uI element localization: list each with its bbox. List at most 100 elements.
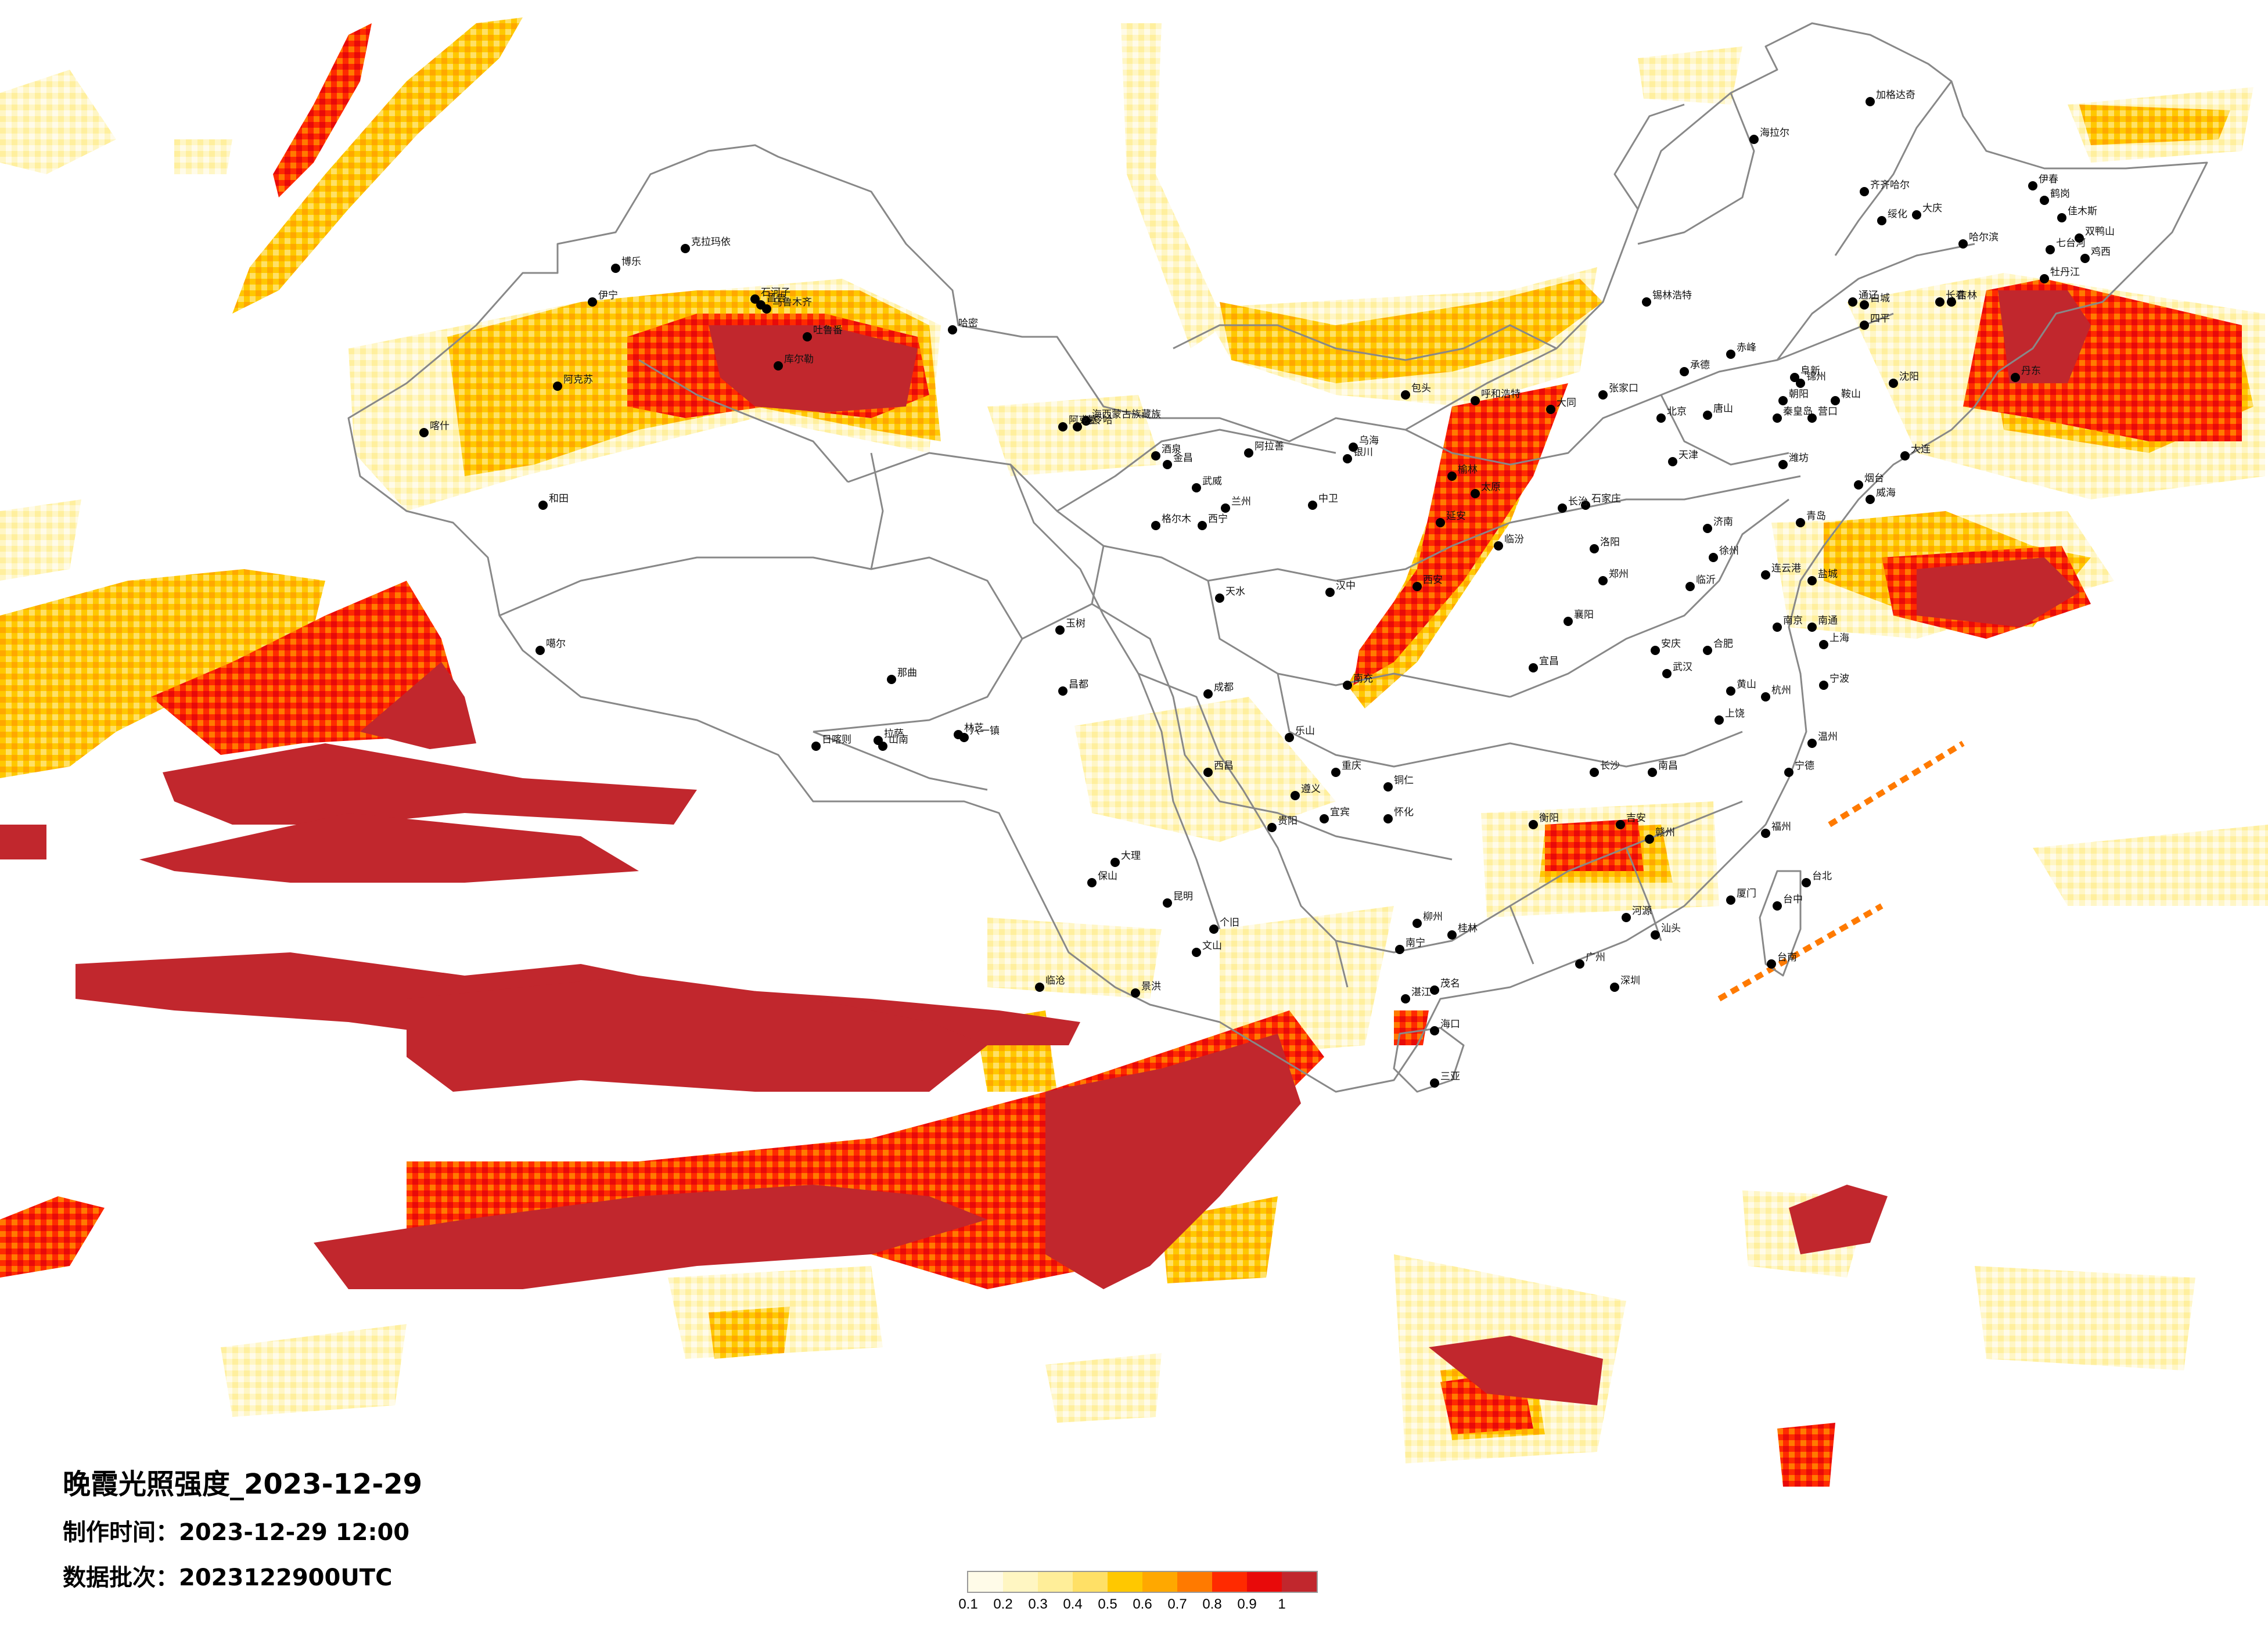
city-label: 汉中: [1336, 580, 1356, 592]
city-label: 杭州: [1771, 685, 1791, 696]
city-label: 台北: [1812, 870, 1832, 882]
city-label: 吉安: [1626, 812, 1646, 824]
city-label: 广州: [1586, 952, 1605, 963]
city-dot: [1151, 521, 1160, 530]
data-batch-label: 数据批次：: [63, 1564, 179, 1591]
city-label: 山南: [889, 734, 908, 746]
city-label: 四平: [1870, 313, 1890, 325]
intensity-field: [0, 17, 2268, 1487]
data-batch-value: 2023122900UTC: [179, 1564, 393, 1591]
city-label: 武汉: [1673, 661, 1692, 673]
city-dot: [1912, 210, 1921, 220]
city-label: 洛阳: [1600, 537, 1620, 548]
city-label: 乐山: [1295, 725, 1315, 737]
city-dot: [1267, 823, 1277, 832]
data-batch: 数据批次：2023122900UTC: [63, 1563, 422, 1592]
city-dot: [774, 361, 783, 370]
city-label: 大庆: [1922, 203, 1942, 214]
city-dot: [1889, 379, 1898, 388]
city-label: 海口: [1440, 1019, 1460, 1030]
city-label: 连云港: [1771, 563, 1801, 574]
city-label: 营口: [1818, 406, 1838, 418]
city-dot: [1546, 405, 1555, 414]
city-dot: [1035, 983, 1044, 992]
city-dot: [1447, 930, 1457, 940]
city-dot: [1831, 396, 1840, 405]
city-dot: [1291, 791, 1300, 800]
city-label: 西昌: [1214, 760, 1234, 772]
city-dot: [1412, 919, 1422, 928]
city-label: 和田: [549, 493, 569, 505]
city-dot: [1151, 451, 1160, 461]
legend-tick-label: 0.7: [1167, 1596, 1187, 1612]
city-label: 深圳: [1620, 975, 1640, 987]
city-dot: [1209, 924, 1219, 934]
city-dot: [681, 244, 690, 253]
city-dot: [1947, 297, 1956, 307]
city-label: 锦州: [1806, 371, 1826, 383]
legend-tick-label: 0.6: [1133, 1596, 1152, 1612]
legend-swatch: [1177, 1572, 1212, 1592]
city-dot: [1802, 878, 1811, 887]
city-label: 成都: [1214, 682, 1234, 693]
city-dot: [1622, 913, 1631, 922]
city-label: 铜仁: [1394, 775, 1414, 786]
city-dot: [1383, 782, 1393, 792]
city-dot: [1784, 768, 1793, 777]
city-dot: [1575, 959, 1584, 969]
city-label: 朝阳: [1789, 388, 1809, 400]
city-dot: [1436, 518, 1445, 527]
title-block: 晚霞光照强度_2023-12-29 制作时间：2023-12-29 12:00 …: [63, 1467, 422, 1592]
legend-swatch: [968, 1572, 1003, 1592]
city-dot: [811, 742, 821, 751]
city-dot: [1081, 416, 1091, 426]
legend-swatch: [1247, 1572, 1282, 1592]
legend-swatch: [1108, 1572, 1142, 1592]
city-dot: [1343, 454, 1352, 463]
legend-ticks: 0.1 0.2 0.3 0.4 0.5 0.6 0.7 0.8 0.9 1: [958, 1596, 1318, 1617]
city-dot: [1866, 495, 1875, 504]
city-label: 玉树: [1066, 618, 1086, 629]
city-label: 郑州: [1609, 569, 1629, 580]
city-label: 台南: [1777, 952, 1797, 963]
city-dot: [1131, 988, 1140, 998]
city-label: 宜昌: [1539, 656, 1559, 667]
city-dot: [1726, 686, 1735, 696]
city-label: 柳州: [1423, 911, 1443, 923]
city-dot: [1163, 460, 1172, 469]
city-label: 兰州: [1231, 496, 1251, 508]
city-dot: [1558, 503, 1567, 513]
city-label: 绥化: [1888, 208, 1907, 220]
legend-swatch: [1003, 1572, 1038, 1592]
city-dot: [1761, 570, 1770, 580]
city-dot: [1749, 135, 1759, 144]
city-dot: [2040, 196, 2049, 205]
city-dot: [1221, 503, 1230, 513]
city-label: 个旧: [1220, 917, 1239, 929]
city-label: 黄山: [1737, 679, 1756, 690]
city-label: 双鸭山: [2085, 226, 2115, 238]
city-dot: [1685, 582, 1695, 591]
city-label: 石河子: [761, 287, 790, 298]
city-label: 太原: [1481, 481, 1501, 493]
city-label: 榆林: [1458, 464, 1478, 476]
city-dot: [1471, 489, 1480, 498]
city-dot: [762, 304, 771, 314]
city-label: 包头: [1411, 383, 1431, 394]
city-dot: [1590, 768, 1599, 777]
city-dot: [1110, 858, 1120, 867]
city-label: 西宁: [1208, 513, 1228, 525]
city-dot: [1529, 663, 1538, 672]
city-dot: [1668, 457, 1677, 466]
city-label: 三亚: [1440, 1071, 1460, 1082]
city-label: 贵阳: [1278, 815, 1297, 827]
city-dot: [1163, 898, 1172, 908]
legend-swatch: [1038, 1572, 1073, 1592]
city-label: 林芝: [964, 722, 984, 734]
city-dot: [1854, 480, 1863, 490]
city-dot: [1308, 501, 1317, 510]
city-label: 伊春: [2039, 174, 2058, 185]
city-dot: [1958, 239, 1968, 249]
city-label: 临沧: [1045, 975, 1065, 987]
